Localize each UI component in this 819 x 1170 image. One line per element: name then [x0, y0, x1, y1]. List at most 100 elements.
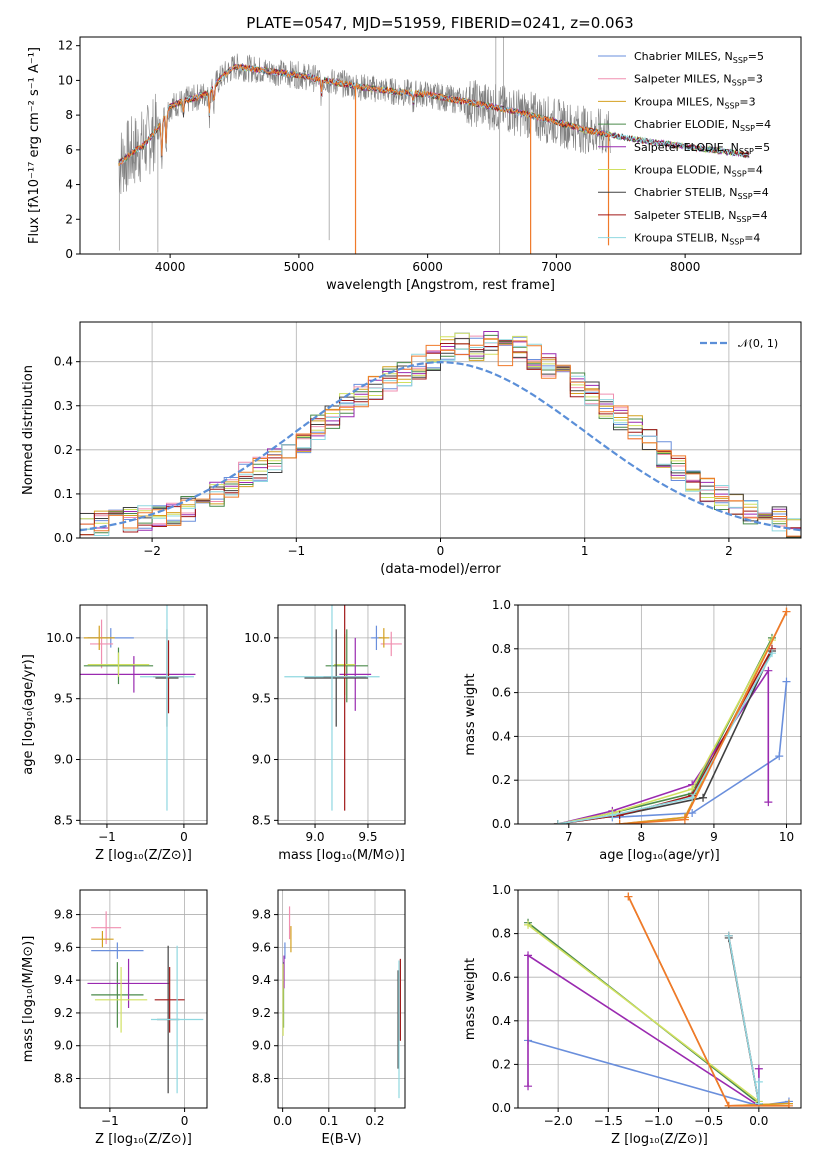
axes-frame [517, 604, 802, 825]
mass-weight-point [680, 815, 689, 824]
spectrum-model-line [118, 63, 611, 166]
mass-weight-point [784, 1101, 793, 1108]
mass-weight-point [688, 809, 697, 818]
x-tick-label: 0 [437, 544, 445, 558]
mass-weight-point [524, 951, 533, 960]
x-tick-label: −2.0 [544, 1114, 573, 1128]
y-axis-label: Normed distribution [21, 365, 36, 495]
mass-weight-series [527, 953, 760, 1108]
y-tick-label: 0.6 [492, 970, 511, 984]
legend: Chabrier MILES, NSSP=5 Salpeter MILES, NS… [598, 50, 771, 247]
y-tick-label: 2 [65, 212, 73, 226]
y-tick-label: 9.0 [252, 753, 271, 767]
y-tick-label: 0.3 [54, 399, 73, 413]
panel-massweight-vs-age: 7 8 9 10 0.0 0.2 0.4 0.6 0.8 1.0 age [log₁₀(age/yr… [463, 598, 802, 863]
y-tick-label: 0.8 [492, 927, 511, 941]
x-tick-label: 2 [725, 544, 733, 558]
x-axis-label: age [log₁₀(age/yr)] [599, 848, 720, 863]
mass-weight-point [754, 1064, 763, 1073]
axes-frame [517, 889, 802, 1109]
axes-frame [79, 36, 802, 255]
panel-spectrum: 4000 5000 6000 7000 8000 0 2 4 6 8 10 12 wavelength … [27, 14, 802, 293]
mass-weight-point [767, 649, 776, 658]
y-tick-label: 0.6 [492, 686, 511, 700]
y-tick-label: 10 [58, 73, 73, 87]
x-tick-label: −1.0 [644, 1114, 673, 1128]
x-tick-label: 0 [180, 830, 188, 844]
mass-weight-point [524, 920, 533, 929]
mass-weight-point [782, 607, 791, 616]
y-tick-label: 9.5 [252, 692, 271, 706]
x-tick-label: −1.5 [594, 1114, 623, 1128]
y-tick-label: 9.8 [54, 908, 73, 922]
spectrum-data-line [118, 53, 611, 195]
x-tick-label: 8 [638, 830, 646, 844]
mass-weight-series [612, 681, 788, 819]
x-tick-label: 0.0 [749, 1114, 768, 1128]
y-tick-label: 8.5 [54, 813, 73, 827]
panel-age-vs-Z: −1 0 8.5 9.0 9.5 10.0 Z [log₁₀(Z/Z⊙)] age [log₁… [21, 604, 208, 863]
mass-weight-point [775, 752, 784, 761]
mass-weight-point [764, 798, 773, 807]
y-axis-label: mass weight [463, 958, 478, 1040]
y-tick-label: 9.4 [252, 973, 271, 987]
plot-area [278, 605, 405, 824]
mass-weight-point [754, 1077, 763, 1086]
axes-frame [277, 889, 406, 1109]
x-tick-label: −1 [287, 544, 305, 558]
plot-area [518, 605, 801, 824]
y-tick-label: 9.8 [252, 908, 271, 922]
normal-curve [80, 360, 801, 532]
mass-weight-series [619, 611, 788, 824]
y-tick-label: 1.0 [492, 598, 511, 612]
y-tick-label: 9.0 [54, 753, 73, 767]
y-tick-label: 9.4 [54, 973, 73, 987]
y-tick-label: 8.5 [252, 813, 271, 827]
x-tick-label: 0.2 [365, 1114, 384, 1128]
y-axis-label: mass weight [463, 673, 478, 755]
x-tick-label: 0.1 [319, 1114, 338, 1128]
y-tick-label: 9.6 [252, 940, 271, 954]
x-tick-label: 9 [710, 830, 718, 844]
legend-entry: Kroupa MILES, NSSP=3 [634, 95, 756, 110]
histogram-series [80, 338, 801, 537]
legend-entry: Kroupa ELODIE, NSSP=4 [634, 164, 763, 179]
mass-weight-point [724, 931, 733, 940]
mass-weight-series [557, 637, 773, 824]
y-tick-label: 0.0 [54, 531, 73, 545]
mass-weight-point [724, 1101, 733, 1108]
y-axis-label: mass [log₁₀(M/M⊙)] [21, 936, 36, 1063]
mass-weight-point [553, 820, 562, 824]
mass-weight-series [619, 611, 788, 824]
x-axis-label: wavelength [Angstrom, rest frame] [326, 278, 555, 293]
mass-weight-series [557, 652, 773, 824]
mass-weight-series [557, 639, 773, 824]
x-tick-label: 4000 [155, 260, 186, 274]
legend-entry: Chabrier STELIB, NSSP=4 [634, 186, 769, 201]
y-tick-label: 10.0 [244, 631, 271, 645]
y-tick-label: 0.4 [492, 1014, 511, 1028]
y-tick-label: 0.2 [54, 443, 73, 457]
axes-frame [79, 889, 208, 1109]
y-tick-label: 0.4 [492, 729, 511, 743]
axes-frame [277, 604, 406, 825]
x-axis-label: mass [log₁₀(M/M⊙)] [278, 848, 405, 863]
x-axis-label: (data-model)/error [380, 562, 501, 577]
y-tick-label: 0.1 [54, 487, 73, 501]
y-tick-label: 0.4 [54, 355, 73, 369]
y-tick-label: 10.0 [46, 631, 73, 645]
y-tick-label: 9.2 [252, 1006, 271, 1020]
y-tick-label: 0.0 [492, 817, 511, 831]
y-tick-label: 6 [65, 143, 73, 157]
y-tick-label: 9.6 [54, 940, 73, 954]
spectrum-model-line [118, 64, 750, 165]
legend-entry: Kroupa STELIB, NSSP=4 [634, 232, 760, 247]
x-tick-label: 5000 [284, 260, 315, 274]
x-tick-label: 8000 [670, 260, 701, 274]
x-axis-label: Z [log₁₀(Z/Z⊙)] [611, 1132, 708, 1147]
legend-entry: Salpeter ELODIE, NSSP=5 [634, 141, 770, 156]
y-tick-label: 9.5 [54, 692, 73, 706]
axes-frame [79, 321, 802, 539]
mass-weight-series [527, 924, 760, 1103]
